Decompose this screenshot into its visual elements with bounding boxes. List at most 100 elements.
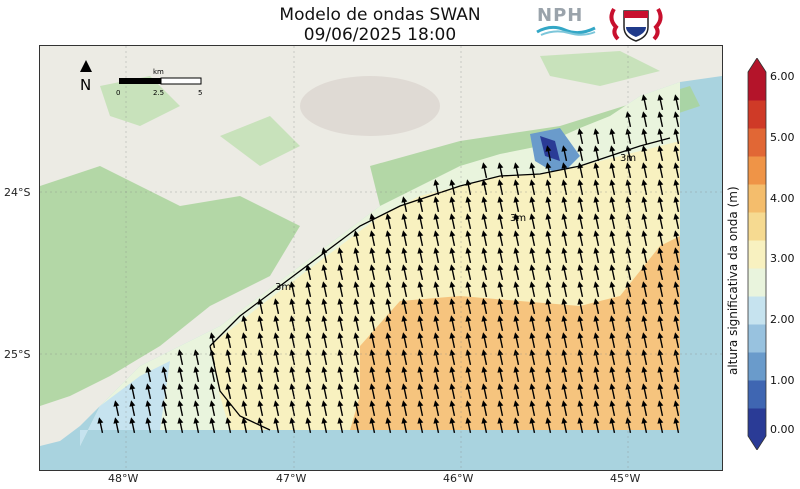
wave-direction-arrow <box>657 128 664 144</box>
wave-direction-arrow <box>161 417 168 433</box>
wave-direction-arrow <box>481 298 488 314</box>
wave-direction-arrow <box>465 213 472 229</box>
wave-direction-arrow <box>193 417 200 433</box>
wave-direction-arrow <box>401 315 408 331</box>
wave-direction-arrow <box>497 264 504 280</box>
forest-area <box>40 166 300 406</box>
wave-direction-arrow <box>433 315 440 331</box>
wave-direction-arrow <box>225 383 232 399</box>
wave-direction-arrow <box>257 383 264 399</box>
wave-direction-arrow <box>209 400 216 416</box>
wave-direction-arrow <box>449 281 456 297</box>
wave-direction-arrow <box>369 383 376 399</box>
wave-direction-arrow <box>369 315 376 331</box>
wave-direction-arrow <box>561 315 568 331</box>
wave-direction-arrow <box>337 366 344 382</box>
wave-direction-arrow <box>641 213 648 229</box>
wave-direction-arrow <box>561 162 568 178</box>
wave-direction-arrow <box>465 315 472 331</box>
wave-direction-arrow <box>353 332 360 348</box>
colorbar-tick: 6.00 <box>770 70 795 83</box>
wave-direction-arrow <box>641 417 648 433</box>
wave-direction-arrow <box>609 332 616 348</box>
wave-direction-arrow <box>337 298 344 314</box>
wave-direction-arrow <box>625 315 632 331</box>
wave-direction-arrow <box>497 179 504 195</box>
wave-direction-arrow <box>657 247 664 263</box>
wave-direction-arrow <box>673 417 680 433</box>
wave-direction-arrow <box>497 417 504 433</box>
wave-direction-arrow <box>321 298 328 314</box>
wave-direction-arrow <box>497 332 504 348</box>
wave-height-map[interactable]: 3m 3m 3m <box>39 45 723 471</box>
wave-direction-arrow <box>321 366 328 382</box>
wave-direction-arrow <box>337 400 344 416</box>
wave-direction-arrow <box>545 332 552 348</box>
wave-direction-arrow <box>353 366 360 382</box>
wave-direction-arrow <box>305 315 312 331</box>
wave-field-coastal <box>80 361 170 446</box>
colorbar-segment <box>748 380 766 409</box>
wave-direction-arrow <box>273 315 280 331</box>
wave-direction-arrow <box>577 332 584 348</box>
wave-direction-arrow <box>673 111 680 127</box>
wave-direction-arrow <box>145 417 152 433</box>
wave-direction-arrow <box>353 400 360 416</box>
wave-direction-arrow <box>657 179 664 195</box>
wave-direction-arrow <box>513 332 520 348</box>
wave-direction-arrow <box>577 162 584 178</box>
wave-direction-arrow <box>545 230 552 246</box>
wave-direction-arrow <box>657 298 664 314</box>
wave-direction-arrow <box>417 383 424 399</box>
wave-direction-arrow <box>289 315 296 331</box>
wave-direction-arrow <box>529 230 536 246</box>
wave-direction-arrow <box>305 264 312 280</box>
nph-logo: NPH <box>537 5 584 26</box>
wave-direction-arrow <box>657 145 664 161</box>
wave-direction-arrow <box>401 196 408 212</box>
wave-direction-arrow <box>609 417 616 433</box>
wave-direction-arrow <box>561 298 568 314</box>
wave-direction-arrow <box>673 400 680 416</box>
wave-direction-arrow <box>305 298 312 314</box>
wave-direction-arrow <box>465 230 472 246</box>
wave-direction-arrow <box>657 332 664 348</box>
wave-direction-arrow <box>257 417 264 433</box>
wave-direction-arrow <box>209 417 216 433</box>
wave-direction-arrow <box>593 383 600 399</box>
colorbar-segment <box>748 240 766 269</box>
wave-direction-arrow <box>625 298 632 314</box>
wave-direction-arrow <box>193 400 200 416</box>
colorbar-label: altura significativa da onda (m) <box>726 186 740 375</box>
wave-direction-arrow <box>577 298 584 314</box>
wave-direction-arrow <box>465 366 472 382</box>
wave-direction-arrow <box>625 213 632 229</box>
colorbar-tick: 3.00 <box>770 252 795 265</box>
wave-direction-arrow <box>641 94 648 110</box>
wave-direction-arrow <box>657 383 664 399</box>
wave-direction-arrow <box>609 230 616 246</box>
wave-direction-arrow <box>273 298 280 314</box>
wave-direction-arrow <box>257 366 264 382</box>
wave-direction-arrow <box>225 332 232 348</box>
wave-direction-arrow <box>465 417 472 433</box>
wave-direction-arrow <box>209 366 216 382</box>
colorbar-tick: 5.00 <box>770 131 795 144</box>
wave-direction-arrow <box>385 213 392 229</box>
wave-direction-arrow <box>305 281 312 297</box>
colorbar-extend-min <box>748 436 766 450</box>
wave-direction-arrow <box>481 417 488 433</box>
wave-direction-arrow <box>385 417 392 433</box>
wave-direction-arrow <box>449 332 456 348</box>
wave-direction-arrow <box>641 230 648 246</box>
north-arrow: N <box>78 60 94 98</box>
wave-direction-arrow <box>465 298 472 314</box>
wave-direction-arrow <box>545 400 552 416</box>
wave-direction-arrow <box>529 383 536 399</box>
wave-direction-arrow <box>273 400 280 416</box>
wave-direction-arrow <box>609 298 616 314</box>
wave-direction-arrow <box>593 417 600 433</box>
wave-direction-arrow <box>513 247 520 263</box>
colorbar-tick: 1.00 <box>770 374 795 387</box>
wave-direction-arrow <box>609 281 616 297</box>
